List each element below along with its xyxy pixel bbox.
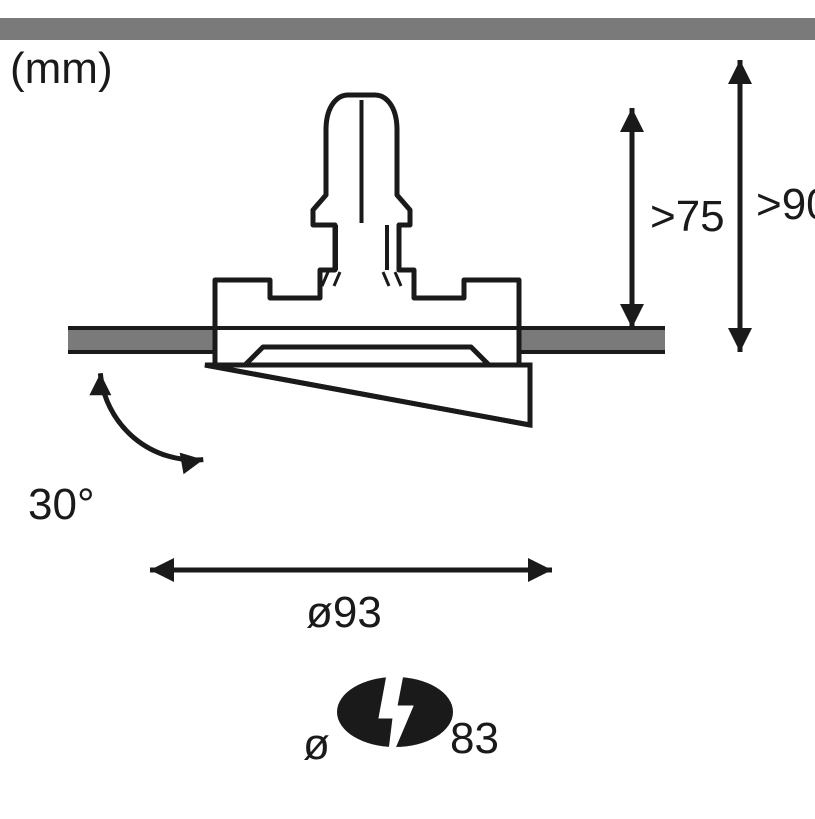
dimension-cutout-diameter: 83: [450, 714, 499, 764]
dimension-tilt-angle: 30°: [28, 480, 95, 530]
fixture-body: [215, 95, 519, 365]
dimension-outer-diameter: ø93: [306, 588, 382, 638]
mount-bar-left: [68, 328, 215, 352]
angle-arc: [100, 373, 203, 460]
dimension-cutout-prefix: ø: [303, 720, 330, 770]
dimension-clip-height: >75: [650, 192, 725, 242]
unit-label: (mm): [10, 44, 113, 94]
mount-bar-right: [519, 328, 665, 352]
ceiling-bar: [0, 18, 815, 40]
dimension-cavity-depth: >90: [756, 180, 815, 230]
